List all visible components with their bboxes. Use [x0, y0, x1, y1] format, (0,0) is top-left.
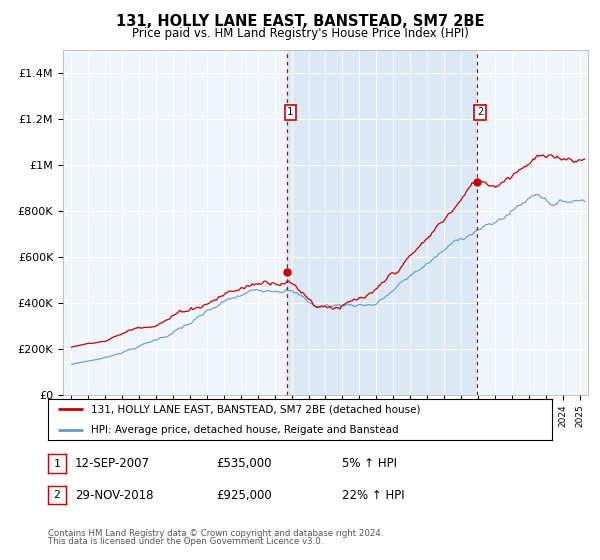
Text: 131, HOLLY LANE EAST, BANSTEAD, SM7 2BE: 131, HOLLY LANE EAST, BANSTEAD, SM7 2BE [116, 14, 484, 29]
Text: £535,000: £535,000 [216, 457, 271, 470]
Text: This data is licensed under the Open Government Licence v3.0.: This data is licensed under the Open Gov… [48, 537, 323, 546]
Text: 131, HOLLY LANE EAST, BANSTEAD, SM7 2BE (detached house): 131, HOLLY LANE EAST, BANSTEAD, SM7 2BE … [91, 404, 421, 414]
Text: 5% ↑ HPI: 5% ↑ HPI [342, 457, 397, 470]
Text: 1: 1 [287, 108, 293, 118]
Text: 2: 2 [53, 490, 61, 500]
Text: 12-SEP-2007: 12-SEP-2007 [75, 457, 150, 470]
Text: 22% ↑ HPI: 22% ↑ HPI [342, 488, 404, 502]
Text: 2: 2 [477, 108, 483, 118]
Text: 29-NOV-2018: 29-NOV-2018 [75, 488, 154, 502]
Text: Contains HM Land Registry data © Crown copyright and database right 2024.: Contains HM Land Registry data © Crown c… [48, 529, 383, 538]
Text: £925,000: £925,000 [216, 488, 272, 502]
Text: HPI: Average price, detached house, Reigate and Banstead: HPI: Average price, detached house, Reig… [91, 424, 398, 435]
Bar [287, 50, 476, 395]
Text: 1: 1 [53, 459, 61, 469]
Text: Price paid vs. HM Land Registry's House Price Index (HPI): Price paid vs. HM Land Registry's House … [131, 27, 469, 40]
